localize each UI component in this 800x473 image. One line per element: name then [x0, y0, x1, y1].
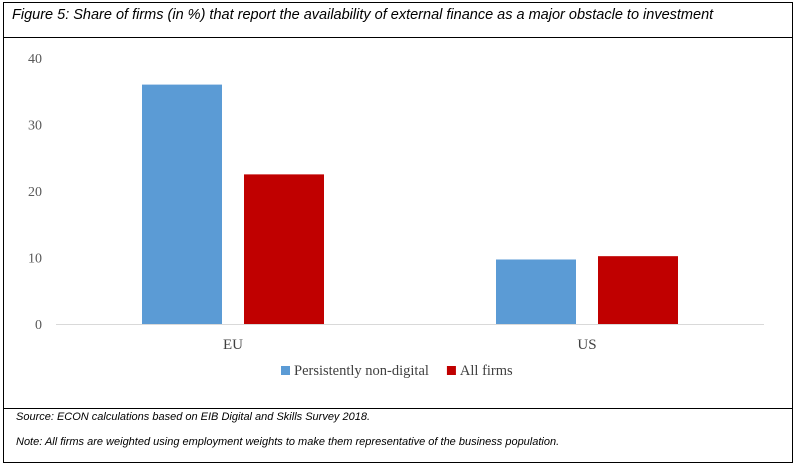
- y-tick-label: 30: [28, 119, 42, 134]
- x-tick-label: EU: [223, 337, 243, 353]
- bar-eu-persistently-non-digital: [142, 84, 222, 324]
- bar-us-persistently-non-digital: [496, 259, 576, 324]
- legend-label: All firms: [460, 363, 513, 379]
- y-tick-label: 40: [28, 52, 42, 67]
- x-axis: EU US: [223, 337, 597, 353]
- legend-label: Persistently non-digital: [294, 363, 429, 379]
- title-divider: [4, 37, 792, 38]
- legend: Persistently non-digital All firms: [281, 363, 513, 379]
- weighting-note: Note: All firms are weighted using emplo…: [16, 436, 560, 448]
- y-tick-label: 0: [35, 318, 42, 333]
- source-note: Source: ECON calculations based on EIB D…: [16, 411, 371, 423]
- y-tick-label: 20: [28, 185, 42, 200]
- legend-swatch: [281, 366, 290, 375]
- y-axis: 0 10 20 30 40: [28, 52, 42, 333]
- bar-us-all-firms: [598, 256, 678, 324]
- chart-title: Figure 5: Share of firms (in %) that rep…: [12, 7, 714, 23]
- bars: [142, 84, 678, 324]
- x-tick-label: US: [577, 337, 596, 353]
- bar-chart: 0 10 20 30 40 EU US Persistently non-digital A…: [28, 52, 764, 379]
- y-tick-label: 10: [28, 252, 42, 267]
- legend-swatch: [446, 366, 456, 375]
- footer-divider: [4, 408, 792, 409]
- bar-eu-all-firms: [244, 174, 324, 324]
- figure-frame: Figure 5: Share of firms (in %) that rep…: [3, 2, 793, 463]
